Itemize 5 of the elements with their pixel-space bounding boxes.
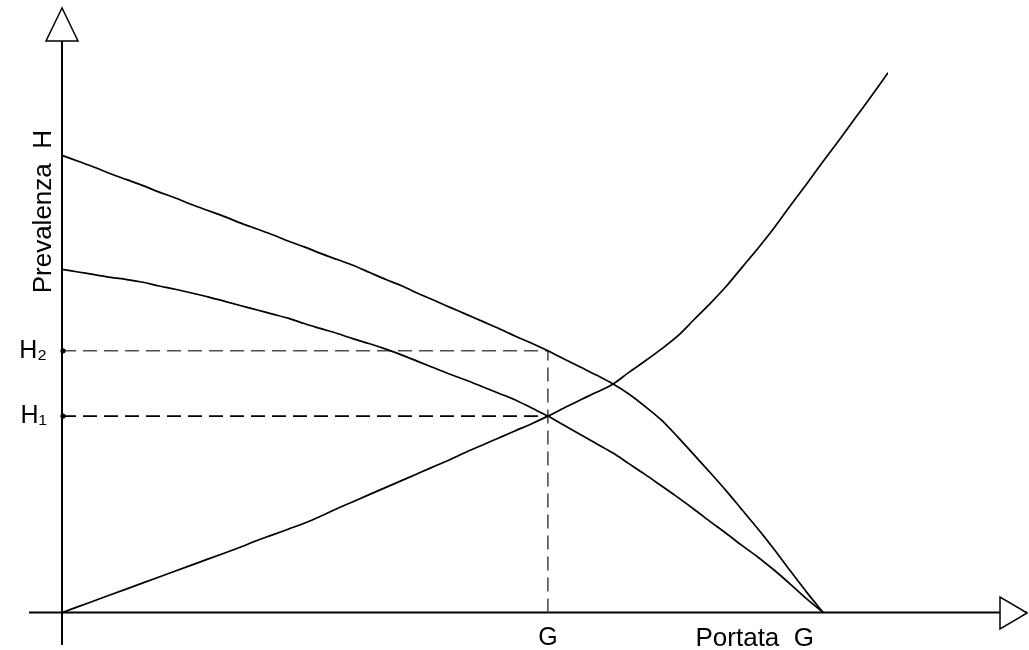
ref-line-label: H₁ — [20, 400, 47, 428]
ref-line-label: H₂ — [19, 334, 47, 363]
text: G — [538, 622, 558, 650]
x-axis-title: Portata G — [695, 621, 814, 650]
y-axis-title: Prevalenza H — [27, 130, 57, 294]
